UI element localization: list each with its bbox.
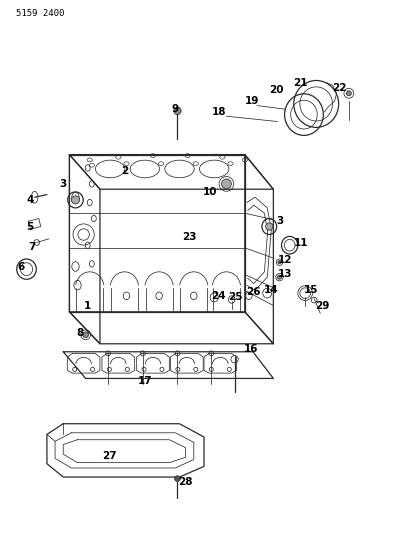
Text: 20: 20 — [269, 85, 284, 94]
Text: 26: 26 — [246, 287, 261, 297]
Text: 17: 17 — [137, 376, 152, 386]
Text: 7: 7 — [28, 242, 35, 252]
Text: 16: 16 — [244, 344, 258, 354]
Text: 2: 2 — [121, 166, 128, 175]
Text: 12: 12 — [277, 255, 292, 265]
Text: 5: 5 — [26, 222, 33, 231]
Text: 10: 10 — [203, 187, 217, 197]
Text: 19: 19 — [245, 96, 259, 106]
Text: 6: 6 — [18, 262, 25, 271]
Text: 9: 9 — [172, 104, 179, 114]
Circle shape — [71, 196, 80, 204]
Text: 21: 21 — [293, 78, 307, 87]
Text: 15: 15 — [304, 286, 318, 295]
Text: 8: 8 — [76, 328, 83, 338]
Text: 1: 1 — [84, 302, 91, 311]
Text: 4: 4 — [27, 195, 34, 205]
Text: 3: 3 — [60, 179, 67, 189]
Text: 28: 28 — [178, 478, 193, 487]
Text: 22: 22 — [332, 83, 347, 93]
Text: 5159 2400: 5159 2400 — [16, 9, 65, 18]
Circle shape — [222, 179, 231, 189]
Circle shape — [266, 223, 273, 230]
Circle shape — [278, 261, 281, 264]
Text: 13: 13 — [277, 270, 292, 279]
Circle shape — [175, 476, 180, 481]
Text: 23: 23 — [182, 232, 197, 242]
Text: 29: 29 — [315, 302, 330, 311]
Circle shape — [83, 332, 89, 337]
Text: 14: 14 — [264, 286, 279, 295]
Circle shape — [174, 107, 181, 115]
Text: 18: 18 — [212, 107, 227, 117]
Text: 3: 3 — [276, 216, 283, 226]
Circle shape — [346, 91, 351, 96]
Text: 24: 24 — [211, 291, 226, 301]
Text: 11: 11 — [294, 238, 308, 247]
Text: 25: 25 — [228, 293, 243, 302]
Circle shape — [277, 275, 282, 279]
Text: 27: 27 — [102, 451, 117, 461]
